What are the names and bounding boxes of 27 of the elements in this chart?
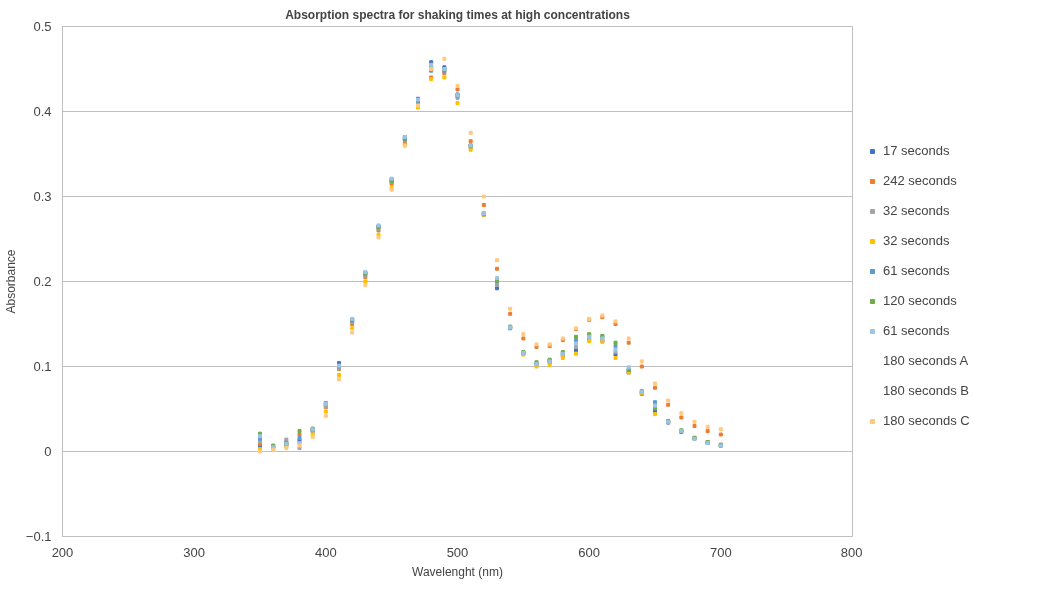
x-tick-label: 500: [446, 544, 469, 560]
legend-label: 32 seconds: [883, 203, 950, 218]
chart-title: Absorption spectra for shaking times at high concentrations: [285, 7, 631, 22]
text: 180 seconds A: [883, 353, 969, 368]
x-tick-label: 600: [578, 544, 601, 560]
y-tick-label: 0.1: [33, 359, 52, 374]
x-tick-label: 200: [51, 544, 74, 560]
y-tick-label: 0.2: [33, 274, 52, 289]
y-tick-label: 0.3: [33, 189, 52, 204]
legend-label: 17 seconds: [883, 143, 950, 158]
x-tick-label: 300: [183, 544, 206, 560]
y-tick-label: 0.5: [33, 19, 52, 34]
legend-label: 61 seconds: [883, 323, 950, 338]
x-tick-label: 700: [709, 544, 732, 560]
y-tick-label: −0.1: [25, 529, 52, 544]
legend-label: 32 seconds: [883, 233, 950, 248]
legend-label: 180 seconds C: [883, 413, 970, 428]
legend-label: 242 seconds: [883, 173, 957, 188]
y-axis-title: Absorbance: [3, 249, 18, 314]
y-tick-label: 0: [44, 444, 52, 459]
x-tick-label: 800: [840, 544, 863, 560]
legend-label: 61 seconds: [883, 263, 950, 278]
x-axis-title: Wavelenght (nm): [412, 564, 503, 579]
x-tick-label: 400: [314, 544, 337, 560]
legend-label: 120 seconds: [883, 293, 957, 308]
y-tick-label: 0.4: [33, 104, 52, 119]
text: 180 seconds B: [883, 383, 970, 398]
